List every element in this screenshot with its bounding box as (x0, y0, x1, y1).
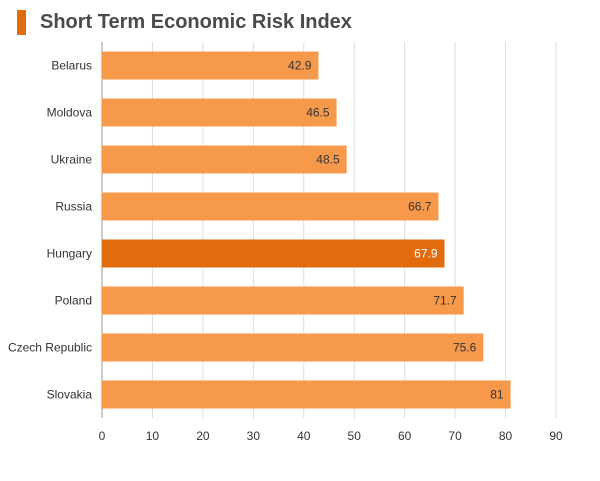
bar-russia (102, 192, 439, 221)
bar-ukraine (102, 145, 347, 174)
x-tick-label-70: 70 (448, 429, 462, 443)
category-label-hungary: Hungary (47, 247, 92, 261)
value-label-moldova: 46.5 (306, 106, 330, 120)
category-label-belarus: Belarus (51, 59, 92, 73)
bar-czech-republic (102, 333, 484, 362)
category-label-slovakia: Slovakia (47, 388, 93, 402)
x-tick-label-10: 10 (146, 429, 160, 443)
bar-slovakia (102, 380, 511, 409)
title-accent-bar (17, 9, 26, 35)
category-label-moldova: Moldova (47, 106, 93, 120)
category-label-poland: Poland (55, 294, 92, 308)
chart-header: Short Term Economic Risk Index (17, 9, 352, 35)
category-label-czech-republic: Czech Republic (8, 341, 92, 355)
value-label-slovakia: 81 (490, 388, 504, 402)
x-tick-label-80: 80 (499, 429, 513, 443)
category-label-russia: Russia (55, 200, 92, 214)
bar-moldova (102, 98, 337, 127)
bar-poland (102, 286, 464, 315)
x-tick-label-90: 90 (549, 429, 563, 443)
x-tick-label-50: 50 (348, 429, 362, 443)
value-label-russia: 66.7 (408, 200, 432, 214)
x-tick-label-20: 20 (196, 429, 210, 443)
x-tick-label-30: 30 (247, 429, 261, 443)
chart-title: Short Term Economic Risk Index (40, 10, 352, 33)
value-label-belarus: 42.9 (288, 59, 312, 73)
value-label-poland: 71.7 (433, 294, 457, 308)
value-label-czech-republic: 75.6 (453, 341, 477, 355)
value-label-ukraine: 48.5 (316, 153, 340, 167)
bar-belarus (102, 51, 319, 80)
x-tick-label-0: 0 (99, 429, 106, 443)
value-label-hungary: 67.9 (414, 247, 438, 261)
x-tick-label-60: 60 (398, 429, 412, 443)
category-label-ukraine: Ukraine (51, 153, 93, 167)
x-tick-label-40: 40 (297, 429, 311, 443)
bar-hungary (102, 239, 445, 268)
